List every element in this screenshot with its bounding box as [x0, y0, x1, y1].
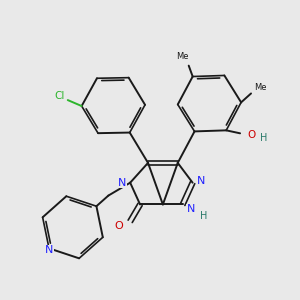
Text: N: N [45, 245, 53, 255]
Text: N: N [186, 204, 195, 214]
Text: H: H [200, 212, 207, 221]
Text: Me: Me [254, 83, 266, 92]
Text: O: O [248, 130, 256, 140]
Text: Me: Me [176, 52, 189, 61]
Text: Cl: Cl [55, 91, 65, 101]
Text: H: H [260, 133, 268, 143]
Text: N: N [197, 176, 206, 186]
Text: O: O [114, 221, 123, 231]
Text: N: N [118, 178, 126, 188]
